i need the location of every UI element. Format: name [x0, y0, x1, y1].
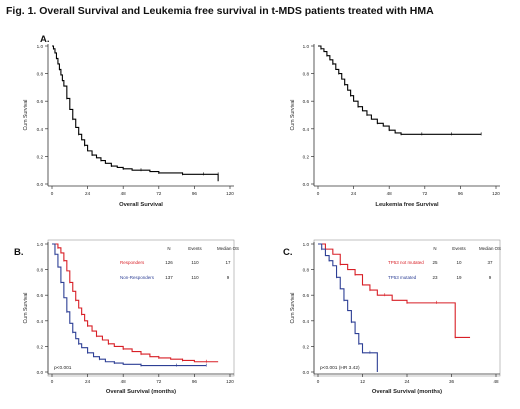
- legend-series-name: TP53 not mutated: [388, 260, 424, 265]
- y-axis-label: Cum Survival: [290, 293, 296, 324]
- x-tick-label: 48: [121, 191, 127, 196]
- km-panel-a-overall-survival: 0.0 0.2 0.4 0.6 0.8 1.0 0 24 48 72 96 120 Cum Surviv…: [23, 44, 234, 208]
- y-tick-label: 1.0: [303, 44, 310, 49]
- y-tick-label: 0.6: [303, 293, 310, 298]
- y-tick-label: 1.0: [37, 242, 44, 247]
- legend-events-value: 110: [191, 275, 199, 280]
- y-tick-label: 0.2: [37, 154, 44, 159]
- x-axis-label: Overall Survival (months): [106, 389, 176, 395]
- y-tick-label: 0.4: [303, 319, 310, 324]
- y-tick-label: 0.0: [37, 182, 44, 187]
- legend-n-value: 25: [432, 260, 438, 265]
- y-tick-label: 1.0: [37, 44, 44, 49]
- legend-median-value: 9: [227, 275, 230, 280]
- y-tick-label: 0.8: [303, 268, 310, 273]
- legend-header-median: Median OS: [479, 246, 501, 251]
- y-tick-label: 1.0: [303, 242, 310, 247]
- y-tick-label: 0.0: [303, 182, 310, 187]
- legend-n-value: 23: [432, 275, 438, 280]
- y-tick-label: 0.4: [37, 319, 44, 324]
- y-tick-label: 0.6: [303, 99, 310, 104]
- km-curve-tp53-not-mutated: [318, 243, 471, 338]
- x-tick-label: 72: [156, 191, 162, 196]
- legend-series-name: Responders: [120, 260, 145, 265]
- figure-title: Fig. 1. Overall Survival and Leukemia fr…: [6, 5, 434, 17]
- y-tick-label: 0.0: [37, 370, 44, 375]
- km-panel-c-tp53: 0.0 0.2 0.4 0.6 0.8 1.0 0 12 24 36 48 Cum Survival O…: [290, 239, 501, 395]
- km-panel-b-response: 0.0 0.2 0.4 0.6 0.8 1.0 0 24 48 72 96 120 Cum Surviv…: [23, 239, 239, 395]
- panel-letter-a: A.: [40, 34, 50, 45]
- x-tick-label: 48: [493, 379, 499, 384]
- km-curve: [318, 45, 482, 135]
- y-tick-label: 0.4: [303, 127, 310, 132]
- y-tick-label: 0.8: [303, 72, 310, 77]
- x-tick-label: 48: [387, 191, 393, 196]
- legend-events-value: 19: [456, 275, 462, 280]
- x-tick-label: 96: [458, 191, 464, 196]
- y-tick-label: 0.2: [303, 154, 310, 159]
- legend-n-value: 126: [165, 260, 173, 265]
- legend-header-events: Events: [188, 246, 202, 251]
- km-curve-non-responders: [52, 243, 207, 367]
- legend-median-value: 9: [489, 275, 492, 280]
- x-tick-label: 120: [492, 191, 500, 196]
- x-tick-label: 24: [85, 379, 91, 384]
- y-tick-label: 0.8: [37, 72, 44, 77]
- x-tick-label: 12: [360, 379, 366, 384]
- y-tick-label: 0.6: [37, 99, 44, 104]
- legend-events-value: 10: [456, 260, 462, 265]
- y-tick-label: 0.4: [37, 127, 44, 132]
- y-axis-label: Cum Survival: [23, 293, 29, 324]
- km-curve-tp53-mutated: [318, 243, 378, 372]
- x-tick-label: 96: [192, 379, 198, 384]
- y-tick-label: 0.2: [303, 344, 310, 349]
- km-panel-a-leukemia-free-survival: 0.0 0.2 0.4 0.6 0.8 1.0 0 24 48 72 96 120 Cum Surviv…: [290, 44, 500, 208]
- x-tick-label: 120: [226, 379, 234, 384]
- legend-median-value: 17: [225, 260, 231, 265]
- legend-series-name: Non-Responders: [120, 275, 155, 280]
- x-tick-label: 120: [226, 191, 234, 196]
- legend-series-name: TP53 mutated: [388, 275, 417, 280]
- legend-header-events: Events: [452, 246, 466, 251]
- y-axis-label: Cum Survival: [23, 100, 29, 131]
- x-tick-label: 0: [317, 379, 320, 384]
- x-tick-label: 24: [351, 191, 357, 196]
- legend-n-value: 137: [165, 275, 173, 280]
- x-tick-label: 36: [449, 379, 455, 384]
- legend-header-n: N: [433, 246, 436, 251]
- x-tick-label: 0: [51, 191, 54, 196]
- x-tick-label: 72: [422, 191, 428, 196]
- y-tick-label: 0.6: [37, 293, 44, 298]
- x-tick-label: 72: [156, 379, 162, 384]
- legend-events-value: 110: [191, 260, 199, 265]
- panel-letter-c: C.: [283, 247, 293, 258]
- y-axis-label: Cum Survival: [290, 100, 296, 131]
- x-tick-label: 24: [85, 191, 91, 196]
- y-tick-label: 0.8: [37, 268, 44, 273]
- x-tick-label: 0: [317, 191, 320, 196]
- x-tick-label: 0: [51, 379, 54, 384]
- panel-letter-b: B.: [14, 247, 24, 258]
- p-value-annotation: p<0.001: [54, 365, 72, 371]
- p-value-annotation: p<0.001 (HR 3.42): [320, 365, 360, 371]
- x-tick-label: 48: [121, 379, 127, 384]
- legend-median-value: 37: [487, 260, 493, 265]
- x-axis-label: Leukemia free Survival: [375, 202, 439, 208]
- y-tick-label: 0.0: [303, 370, 310, 375]
- legend-header-n: N: [167, 246, 170, 251]
- x-axis-label: Overall Survival (months): [372, 389, 442, 395]
- x-tick-label: 24: [404, 379, 410, 384]
- km-curve: [52, 45, 219, 182]
- legend-header-median: Median OS: [217, 246, 239, 251]
- y-tick-label: 0.2: [37, 344, 44, 349]
- x-tick-label: 96: [192, 191, 198, 196]
- x-axis-label: Overall Survival: [119, 202, 163, 208]
